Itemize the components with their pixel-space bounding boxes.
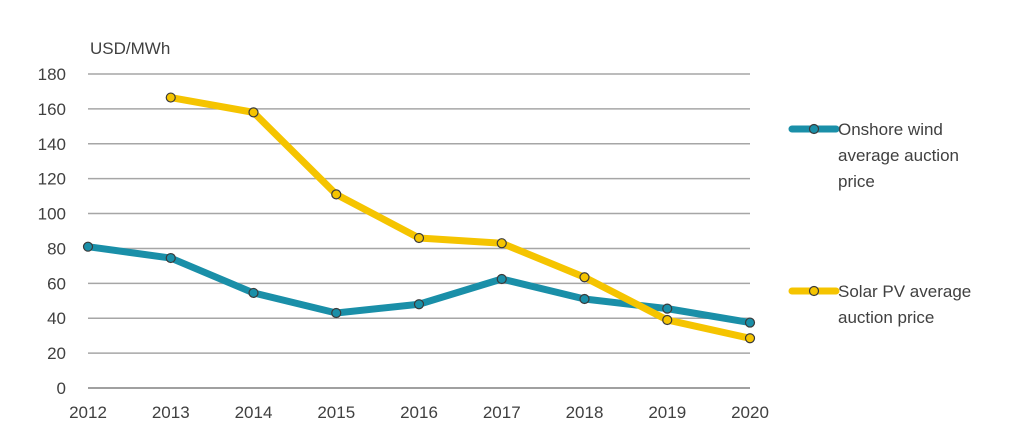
gridlines bbox=[88, 73, 750, 389]
data-point bbox=[662, 314, 673, 326]
x-tick-labels: 2012 2013 2014 2015 2016 2017 2018 2019 2020 bbox=[69, 403, 769, 422]
y-tick-label: 180 bbox=[38, 65, 66, 84]
y-tick-label: 60 bbox=[47, 274, 66, 293]
y-tick-label: 140 bbox=[38, 135, 66, 154]
x-tick-label: 2013 bbox=[152, 403, 190, 422]
y-tick-label: 40 bbox=[47, 309, 66, 328]
data-point bbox=[248, 287, 259, 299]
x-tick-label: 2020 bbox=[731, 403, 769, 422]
y-axis-label: USD/MWh bbox=[90, 39, 170, 58]
y-tick-label: 0 bbox=[57, 379, 66, 398]
data-point bbox=[165, 252, 176, 264]
legend-swatch-marker bbox=[808, 123, 820, 135]
x-tick-label: 2015 bbox=[317, 403, 355, 422]
data-point bbox=[413, 299, 425, 310]
y-tick-label: 20 bbox=[47, 344, 66, 363]
data-point bbox=[496, 238, 507, 249]
y-tick-labels: 0 20 40 60 80 100 120 140 160 180 bbox=[38, 65, 66, 398]
data-point bbox=[82, 241, 94, 252]
x-tick-label: 2017 bbox=[483, 403, 521, 422]
data-point bbox=[744, 317, 756, 328]
x-tick-label: 2016 bbox=[400, 403, 438, 422]
x-tick-label: 2019 bbox=[648, 403, 686, 422]
x-tick-label: 2014 bbox=[235, 403, 273, 422]
data-point bbox=[413, 232, 425, 244]
y-tick-label: 160 bbox=[38, 100, 66, 119]
y-tick-label: 80 bbox=[47, 239, 66, 258]
x-tick-label: 2018 bbox=[566, 403, 604, 422]
data-point bbox=[744, 333, 756, 344]
data-point bbox=[331, 307, 342, 319]
x-tick-label: 2012 bbox=[69, 403, 107, 422]
data-point bbox=[496, 273, 507, 285]
data-point bbox=[165, 92, 176, 103]
legend-label: Onshore wind bbox=[838, 120, 943, 139]
legend: Onshore wind average auction price Solar PV… bbox=[788, 120, 971, 327]
legend-label: price bbox=[838, 172, 875, 191]
legend-swatch-marker bbox=[808, 285, 820, 297]
legend-label: auction price bbox=[838, 308, 934, 327]
series-line-1 bbox=[167, 94, 754, 342]
legend-label: Solar PV average bbox=[838, 282, 971, 301]
legend-label: average auction bbox=[838, 146, 959, 165]
series-lines bbox=[82, 92, 756, 344]
data-point bbox=[331, 189, 342, 200]
y-tick-label: 100 bbox=[38, 205, 66, 224]
data-point bbox=[579, 272, 590, 283]
data-point bbox=[579, 293, 590, 305]
y-tick-label: 120 bbox=[38, 170, 66, 189]
data-point bbox=[662, 303, 673, 314]
data-point bbox=[248, 107, 259, 118]
